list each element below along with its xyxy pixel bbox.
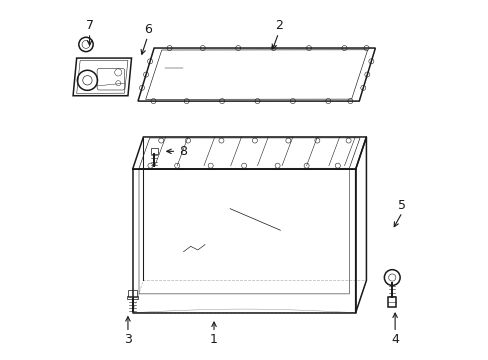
Text: 4: 4 (390, 333, 398, 346)
Text: 1: 1 (210, 333, 218, 346)
Bar (150, 148, 158, 154)
Bar (128, 290, 137, 297)
Text: 5: 5 (397, 199, 406, 212)
Bar (387, 297, 395, 307)
Text: 7: 7 (85, 19, 93, 32)
Bar (126, 296, 138, 300)
Text: 6: 6 (143, 23, 151, 36)
Text: 3: 3 (124, 333, 132, 346)
Text: 2: 2 (274, 19, 282, 32)
Text: 8: 8 (179, 145, 187, 158)
